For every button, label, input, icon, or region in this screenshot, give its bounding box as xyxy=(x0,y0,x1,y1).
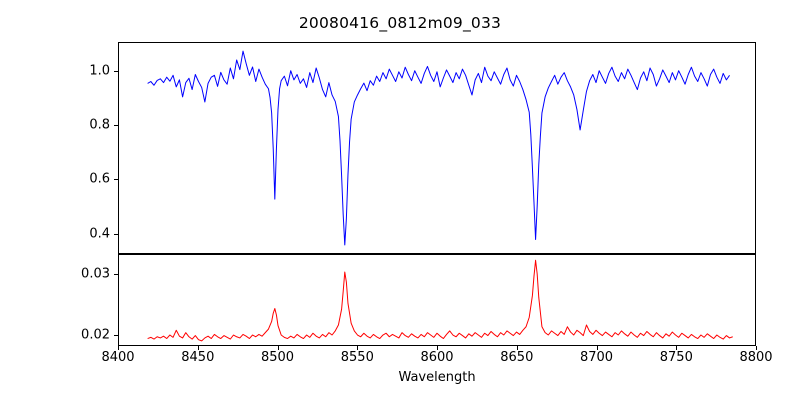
x-tick-label: 8600 xyxy=(420,350,454,365)
y-tick-mark xyxy=(114,274,118,276)
x-tick-label: 8550 xyxy=(340,350,374,365)
spectrum-plot-area xyxy=(118,42,756,254)
y-tick-label: 0.4 xyxy=(89,226,110,242)
spectrum-line-series xyxy=(119,43,755,253)
x-tick-mark xyxy=(756,346,758,350)
x-tick-mark xyxy=(437,346,439,350)
x-tick-label: 8650 xyxy=(500,350,534,365)
y-tick-mark xyxy=(114,124,118,126)
x-tick-label: 8750 xyxy=(659,350,693,365)
x-tick-mark xyxy=(118,346,120,350)
x-tick-mark xyxy=(596,346,598,350)
x-tick-mark xyxy=(516,346,518,350)
x-tick-mark xyxy=(197,346,199,350)
y-tick-label: 1.0 xyxy=(89,63,110,78)
x-tick-label: 8700 xyxy=(579,350,614,365)
x-tick-mark xyxy=(676,346,678,350)
x-tick-mark xyxy=(357,346,359,350)
x-tick-mark xyxy=(277,346,279,350)
x-axis-label: Wavelength xyxy=(398,370,476,385)
x-tick-label: 8400 xyxy=(101,350,135,365)
y-tick-label: 0.8 xyxy=(89,117,110,133)
y-tick-mark xyxy=(114,70,118,72)
y-tick-mark xyxy=(114,233,118,235)
y-tick-label: 0.6 xyxy=(89,171,110,187)
x-tick-label: 8500 xyxy=(260,350,295,365)
figure-title: 20080416_0812m09_033 xyxy=(298,14,502,32)
y-tick-label: 0.02 xyxy=(81,327,110,343)
x-tick-label: 8450 xyxy=(181,350,215,365)
y-tick-label: 0.03 xyxy=(81,266,110,282)
error-line-series xyxy=(119,255,755,345)
y-tick-mark xyxy=(114,179,118,181)
x-tick-label: 8800 xyxy=(739,350,773,365)
error-plot-area xyxy=(118,254,756,346)
y-tick-mark xyxy=(114,334,118,336)
